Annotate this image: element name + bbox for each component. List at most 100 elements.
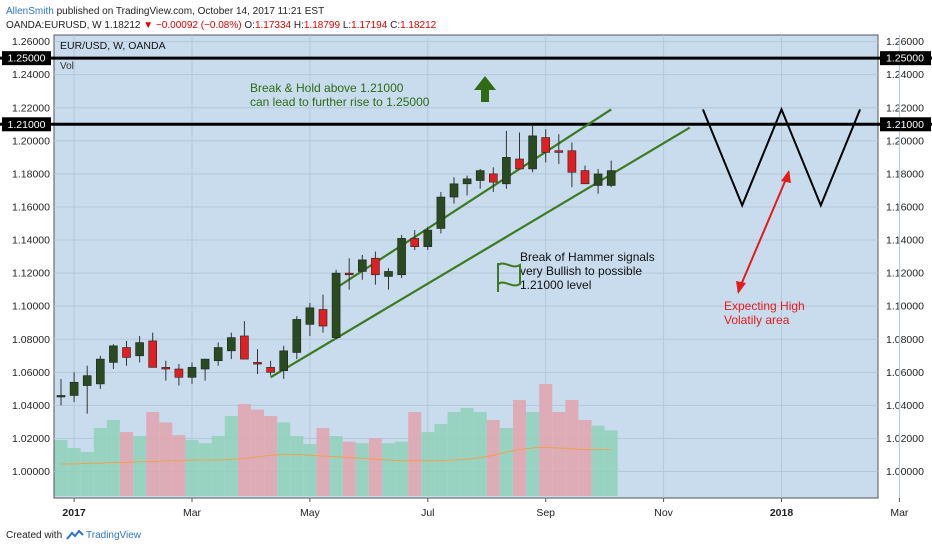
chart-title: EUR/USD, W, OANDA bbox=[60, 40, 166, 52]
volume-bar bbox=[342, 441, 356, 496]
y-tick-label-left: 1.16000 bbox=[12, 201, 50, 213]
y-tick-label-right: 1.22000 bbox=[886, 102, 924, 114]
candle-bearish bbox=[148, 340, 157, 368]
candle-bullish bbox=[475, 170, 485, 181]
candle-bearish bbox=[488, 173, 498, 183]
volume-bar bbox=[316, 428, 330, 496]
tradingview-brand[interactable]: TradingView bbox=[86, 530, 142, 541]
volatility-double-arrow bbox=[737, 171, 790, 293]
flag-icon bbox=[497, 262, 521, 292]
volume-bar bbox=[172, 435, 186, 496]
y-tick-label-left: 1.20000 bbox=[12, 135, 50, 147]
candle-bullish bbox=[528, 135, 537, 170]
price-chart[interactable]: 1.26000 1.26000 1.24000 1.24000 1.22000 1.220… bbox=[0, 0, 932, 522]
annotation-hammer-line3: 1.21000 level bbox=[520, 278, 591, 292]
candle-bearish bbox=[554, 150, 564, 153]
annotation-hammer-line1: Break of Hammer signals bbox=[520, 250, 655, 264]
chart-header: AllenSmith published on TradingView.com,… bbox=[0, 0, 932, 34]
candle-bearish bbox=[266, 367, 275, 373]
trend-channel-line bbox=[335, 108, 612, 289]
candle-bullish bbox=[227, 337, 236, 352]
volume-bar bbox=[224, 416, 238, 496]
level-label-right: 1.21000 bbox=[886, 119, 924, 131]
candle-bearish bbox=[344, 272, 354, 276]
x-tick-label: 2017 bbox=[62, 507, 86, 519]
candle-bullish bbox=[56, 395, 66, 398]
y-tick-label-left: 1.02000 bbox=[12, 433, 50, 445]
candle-bullish bbox=[200, 358, 210, 370]
candle-bullish bbox=[331, 272, 341, 338]
candle-bullish bbox=[462, 178, 472, 185]
y-tick-label-right: 1.06000 bbox=[886, 367, 924, 379]
candle-bullish bbox=[384, 271, 393, 277]
y-tick-label-left: 1.12000 bbox=[12, 268, 50, 280]
candle-bullish bbox=[82, 375, 92, 386]
arrow-head-down-icon bbox=[736, 281, 746, 294]
y-tick-label-right: 1.02000 bbox=[886, 433, 924, 445]
volume-bar bbox=[473, 412, 487, 496]
candle-bearish bbox=[318, 309, 328, 327]
volume-bar bbox=[290, 436, 304, 496]
y-tick-label-right: 1.24000 bbox=[886, 69, 924, 81]
y-tick-label-left: 1.18000 bbox=[12, 168, 50, 180]
y-tick-label-left: 1.06000 bbox=[12, 367, 50, 379]
y-tick-label-right: 1.12000 bbox=[886, 268, 924, 280]
y-tick-label-right: 1.00000 bbox=[886, 466, 924, 478]
volume-bar bbox=[185, 440, 199, 496]
y-tick-label-right: 1.20000 bbox=[886, 135, 924, 147]
publish-text: published on TradingView.com, October 14… bbox=[56, 6, 325, 17]
level-label-left: 1.25000 bbox=[8, 53, 46, 65]
publish-info: AllenSmith published on TradingView.com,… bbox=[6, 6, 324, 17]
down-triangle-icon: ▼ bbox=[143, 20, 154, 31]
created-with-text: Created with bbox=[6, 530, 63, 541]
volume-bar bbox=[513, 400, 526, 496]
candle-bearish bbox=[240, 335, 249, 360]
x-tick-label: Mar bbox=[890, 507, 909, 519]
candle-bullish bbox=[69, 381, 79, 396]
symbol-label: OANDA:EURUSD, W bbox=[6, 20, 102, 31]
candle-bullish bbox=[357, 259, 367, 272]
volume-bar bbox=[67, 448, 81, 496]
volume-bar bbox=[159, 422, 173, 496]
volume-bar bbox=[198, 443, 212, 496]
volume-bar bbox=[486, 420, 500, 496]
level-tag-right bbox=[880, 117, 931, 132]
annotation-volatility-line2: Volatily area bbox=[724, 313, 790, 327]
volume-bar bbox=[251, 409, 264, 496]
y-tick-label-left: 1.22000 bbox=[12, 102, 50, 114]
volume-bar bbox=[421, 432, 435, 496]
level-tag-left bbox=[2, 51, 51, 66]
volume-bar bbox=[146, 412, 160, 496]
volume-bar bbox=[368, 438, 382, 496]
candle-bullish bbox=[502, 157, 511, 185]
x-tick-label: Jul bbox=[421, 507, 434, 519]
annotation-break-hold-line2: can lead to further rise to 1.25000 bbox=[250, 95, 430, 109]
volume-bar bbox=[565, 400, 579, 496]
candle-bullish bbox=[292, 319, 302, 353]
y-tick-label-left: 1.24000 bbox=[12, 69, 50, 81]
volume-bar bbox=[499, 428, 513, 496]
annotation-volatility-line1: Expecting High bbox=[724, 299, 805, 313]
candle-bullish bbox=[423, 229, 433, 247]
low-label: L: bbox=[342, 20, 352, 31]
volume-bar bbox=[552, 412, 566, 496]
volume-bar bbox=[106, 420, 120, 496]
annotation-break-hold-line1: Break & Hold above 1.21000 bbox=[250, 81, 404, 95]
author-link[interactable]: AllenSmith bbox=[6, 6, 54, 17]
volume-bar bbox=[133, 436, 147, 496]
volume-bar bbox=[211, 436, 225, 496]
y-tick-label-right: 1.04000 bbox=[886, 400, 924, 412]
volume-bar bbox=[434, 424, 448, 496]
level-tag-right bbox=[880, 51, 931, 66]
y-tick-label-left: 1.04000 bbox=[12, 400, 50, 412]
volume-bar bbox=[578, 420, 592, 496]
ohlc-info: OANDA:EURUSD, W 1.18212 ▼ −0.00092 (−0.0… bbox=[6, 20, 436, 31]
open-value: 1.17334 bbox=[254, 20, 292, 31]
level-tag-left bbox=[2, 117, 51, 132]
volume-bar bbox=[264, 416, 278, 496]
candle-bullish bbox=[397, 238, 406, 276]
tradingview-logo-icon bbox=[66, 529, 84, 540]
candle-bullish bbox=[109, 345, 118, 363]
level-label-right: 1.25000 bbox=[886, 53, 924, 65]
candle-bearish bbox=[410, 238, 420, 247]
